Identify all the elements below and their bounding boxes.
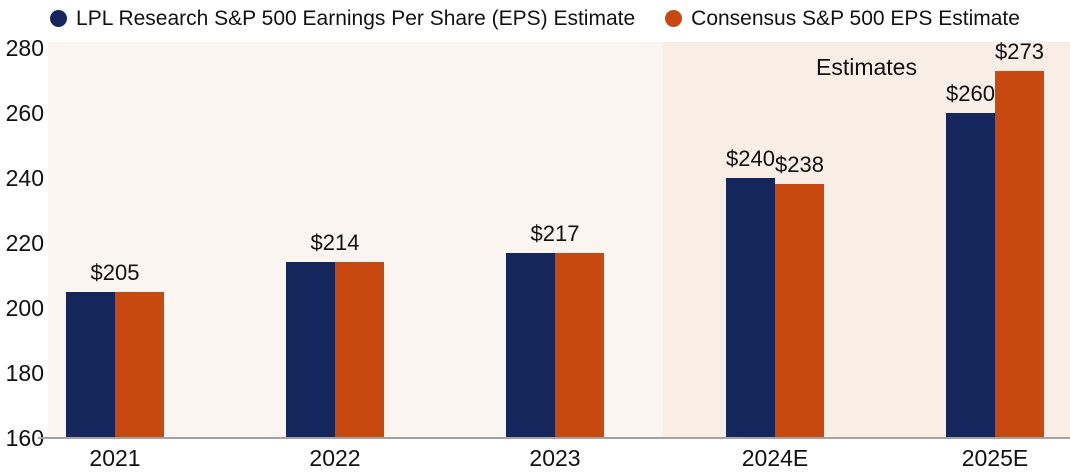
- y-tick-label: 280: [5, 35, 44, 61]
- y-tick-label: 240: [5, 165, 44, 191]
- bar-value-label: $217: [530, 221, 580, 246]
- x-axis-label: 2022: [309, 445, 361, 471]
- bar: [286, 262, 335, 438]
- legend-dot-lpl-icon: [50, 9, 68, 27]
- x-axis-line: [38, 437, 1070, 439]
- bar: [726, 178, 775, 438]
- bar: [66, 292, 115, 438]
- bar: [775, 184, 824, 438]
- bar: [995, 71, 1044, 438]
- y-tick-label: 220: [5, 230, 44, 256]
- bar: [506, 253, 555, 438]
- x-axis-label: 2023: [529, 445, 581, 471]
- estimates-annotation: Estimates: [816, 54, 917, 80]
- bar-value-label: $214: [310, 230, 360, 255]
- chart-legend: LPL Research S&P 500 Earnings Per Share …: [0, 0, 1070, 36]
- legend-label-lpl: LPL Research S&P 500 Earnings Per Share …: [76, 6, 636, 30]
- bar: [115, 292, 164, 438]
- y-tick-label: 200: [5, 295, 44, 321]
- bar-value-label: $260: [946, 81, 995, 106]
- bar-value-label: $205: [90, 260, 140, 285]
- legend-dot-consensus-icon: [665, 9, 683, 27]
- bar-value-label: $240: [726, 146, 775, 171]
- x-axis-label: 2021: [89, 445, 141, 471]
- plot-area: Estimates $205 $214 $217 $240 $238 $260 $273: [48, 39, 1070, 438]
- legend-label-consensus: Consensus S&P 500 EPS Estimate: [691, 6, 1020, 30]
- y-tick-label: 160: [5, 425, 44, 451]
- bar-value-label: $238: [775, 152, 824, 177]
- bar: [946, 113, 995, 438]
- x-axis-label: 2024E: [741, 445, 809, 471]
- x-axis-label: 2025E: [961, 445, 1029, 471]
- bar: [555, 253, 604, 438]
- y-tick-label: 180: [5, 360, 44, 386]
- bar-value-label: $273: [995, 39, 1044, 64]
- legend-item-lpl: LPL Research S&P 500 Earnings Per Share …: [50, 8, 635, 29]
- y-tick-label: 260: [5, 100, 44, 126]
- bar: [335, 262, 384, 438]
- legend-item-consensus: Consensus S&P 500 EPS Estimate: [665, 8, 1020, 29]
